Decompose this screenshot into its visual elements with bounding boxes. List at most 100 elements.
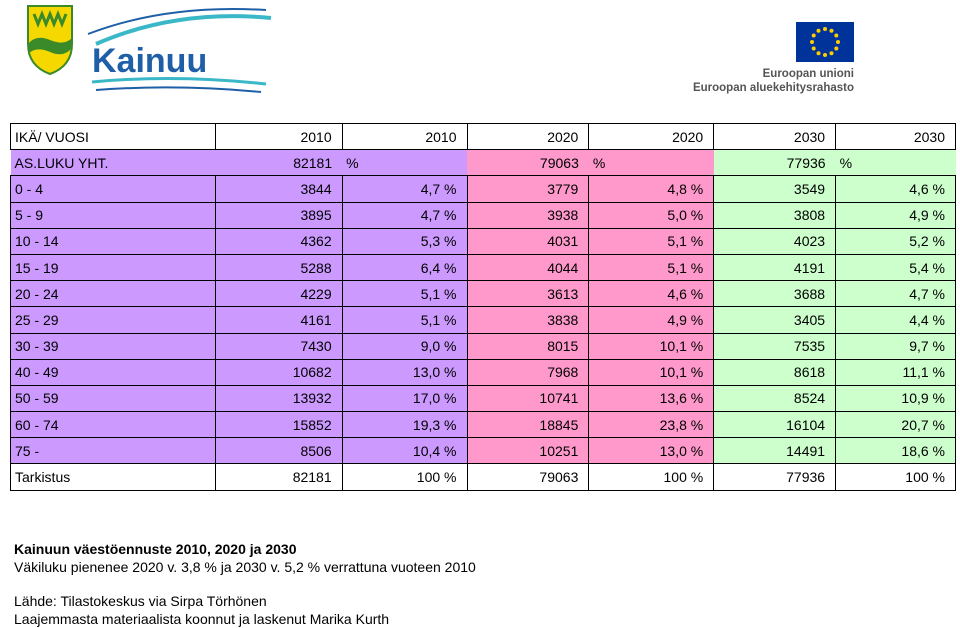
age-group-cell: 25 - 29	[10, 306, 216, 334]
count-2030-cell: 8618	[713, 358, 837, 386]
header-cell: 2020	[588, 122, 715, 151]
share-2030-cell: 20,7 %	[835, 411, 956, 439]
share-2010-cell: 9,0 %	[341, 332, 468, 360]
eu-union-label: Euroopan unioni	[762, 68, 854, 80]
table-row: 60 - 74 15852 19,3 % 18845 23,8 % 16104 20,7 %	[10, 411, 956, 439]
source-notes: Lähde: Tilastokeskus via Sirpa Törhönen …	[14, 592, 389, 628]
share-2010-cell: 17,0 %	[341, 384, 468, 413]
count-2010-cell: 15852	[214, 411, 343, 439]
eu-logo: Euroopan unioni Euroopan aluekehitysraha…	[693, 20, 860, 100]
share-2030-cell: 5,4 %	[835, 253, 956, 282]
header-cell: 2020	[466, 122, 590, 151]
count-2030-cell: 14491	[713, 437, 837, 465]
count-2030-cell: 4191	[713, 253, 837, 282]
share-2020-cell: 4,8 %	[588, 175, 715, 203]
age-group-cell: 60 - 74	[10, 411, 216, 439]
count-2030-cell: 16104	[713, 411, 837, 439]
count-2010-cell: 13932	[214, 384, 343, 413]
count-2020-cell: 3838	[466, 306, 590, 334]
share-2020-cell: 5,1 %	[588, 227, 715, 255]
check-value-cell: 82181	[214, 463, 343, 491]
percent-label-cell: %	[342, 149, 467, 176]
total-2010-cell: 82181	[215, 149, 343, 176]
total-label-cell: AS.LUKU YHT.	[10, 149, 216, 176]
share-2020-cell: 4,6 %	[588, 280, 715, 308]
share-2020-cell: 4,9 %	[588, 306, 715, 334]
count-2020-cell: 3938	[466, 201, 590, 229]
share-2030-cell: 4,6 %	[835, 175, 956, 203]
eu-fund-label: Euroopan aluekehitysrahasto	[692, 82, 854, 94]
count-2020-cell: 4031	[466, 227, 590, 255]
age-group-cell: 5 - 9	[10, 201, 216, 229]
age-group-cell: 40 - 49	[10, 358, 216, 386]
share-2030-cell: 9,7 %	[835, 332, 956, 360]
share-2020-cell: 10,1 %	[588, 332, 715, 360]
author-line: Laajemmasta materiaalista koonnut ja las…	[14, 611, 390, 627]
notes-title: Kainuun väestöennuste 2010, 2020 ja 2030	[14, 541, 297, 557]
count-2010-cell: 4161	[214, 306, 343, 334]
share-2010-cell: 4,7 %	[341, 175, 468, 203]
count-2020-cell: 10741	[466, 384, 590, 413]
total-2030-cell: 77936	[713, 149, 836, 176]
count-2020-cell: 4044	[466, 253, 590, 282]
age-group-cell: 75 -	[10, 437, 216, 465]
share-2010-cell: 5,3 %	[341, 227, 468, 255]
count-2030-cell: 3688	[713, 280, 837, 308]
share-2020-cell: 5,1 %	[588, 253, 715, 282]
header-cell: IKÄ/ VUOSI	[10, 122, 216, 151]
table-row: 0 - 4 3844 4,7 % 3779 4,8 % 3549 4,6 %	[10, 175, 956, 203]
table-row: 15 - 19 5288 6,4 % 4044 5,1 % 4191 5,4 %	[10, 253, 956, 282]
count-2020-cell: 3779	[466, 175, 590, 203]
check-value-cell: 100 %	[588, 463, 715, 491]
percent-label-cell: %	[835, 149, 956, 176]
count-2010-cell: 4362	[214, 227, 343, 255]
share-2030-cell: 4,4 %	[835, 306, 956, 334]
age-group-cell: 20 - 24	[10, 280, 216, 308]
table-row: 25 - 29 4161 5,1 % 3838 4,9 % 3405 4,4 %	[10, 306, 956, 334]
table-row: 40 - 49 10682 13,0 % 7968 10,1 % 8618 11,1 %	[10, 358, 956, 386]
share-2010-cell: 6,4 %	[341, 253, 468, 282]
count-2020-cell: 3613	[466, 280, 590, 308]
count-2010-cell: 5288	[214, 253, 343, 282]
table-row: 30 - 39 7430 9,0 % 8015 10,1 % 7535 9,7 %	[10, 332, 956, 360]
kainuu-brand-text: Kainuu	[92, 42, 207, 80]
table-row: 10 - 14 4362 5,3 % 4031 5,1 % 4023 5,2 %	[10, 227, 956, 255]
share-2020-cell: 13,6 %	[588, 384, 715, 413]
count-2020-cell: 18845	[466, 411, 590, 439]
share-2020-cell: 13,0 %	[588, 437, 715, 465]
header-logos: Kainuu Euroopan unioni Euroopan aluekehi…	[0, 0, 960, 118]
count-2010-cell: 3895	[214, 201, 343, 229]
source-line: Lähde: Tilastokeskus via Sirpa Törhönen	[14, 593, 267, 609]
count-2010-cell: 8506	[214, 437, 343, 465]
count-2030-cell: 4023	[713, 227, 837, 255]
table-row: 20 - 24 4229 5,1 % 3613 4,6 % 3688 4,7 %	[10, 280, 956, 308]
age-group-cell: 10 - 14	[10, 227, 216, 255]
count-2030-cell: 3808	[713, 201, 837, 229]
check-value-cell: 100 %	[835, 463, 956, 491]
table-row: 5 - 9 3895 4,7 % 3938 5,0 % 3808 4,9 %	[10, 201, 956, 229]
eu-flag-icon	[796, 22, 854, 62]
count-2010-cell: 10682	[214, 358, 343, 386]
share-2030-cell: 5,2 %	[835, 227, 956, 255]
table-row: 50 - 59 13932 17,0 % 10741 13,6 % 8524 10,9 %	[10, 384, 956, 413]
header-cell: 2010	[341, 122, 468, 151]
table-header-row: IKÄ/ VUOSI 2010 2010 2020 2020 2030 2030	[10, 122, 956, 151]
share-2030-cell: 11,1 %	[835, 358, 956, 386]
table-row: 75 -8506 10,4 % 10251 13,0 % 14491 18,6 %	[10, 437, 956, 465]
count-2010-cell: 4229	[214, 280, 343, 308]
share-2010-cell: 5,1 %	[341, 280, 468, 308]
share-2030-cell: 4,9 %	[835, 201, 956, 229]
share-2010-cell: 5,1 %	[341, 306, 468, 334]
share-2010-cell: 4,7 %	[341, 201, 468, 229]
share-2020-cell: 23,8 %	[588, 411, 715, 439]
total-population-row: AS.LUKU YHT. 82181 % 79063 % 77936 %	[10, 149, 956, 176]
count-2030-cell: 8524	[713, 384, 837, 413]
share-2030-cell: 10,9 %	[835, 384, 956, 413]
age-group-cell: 0 - 4	[10, 175, 216, 203]
count-2030-cell: 3549	[713, 175, 837, 203]
check-row: Tarkistus 82181 100 % 79063 100 % 77936 100 %	[10, 463, 956, 491]
header-cell: 2030	[713, 122, 837, 151]
kainuu-logo: Kainuu	[27, 5, 272, 93]
share-2010-cell: 19,3 %	[341, 411, 468, 439]
share-2020-cell: 10,1 %	[588, 358, 715, 386]
